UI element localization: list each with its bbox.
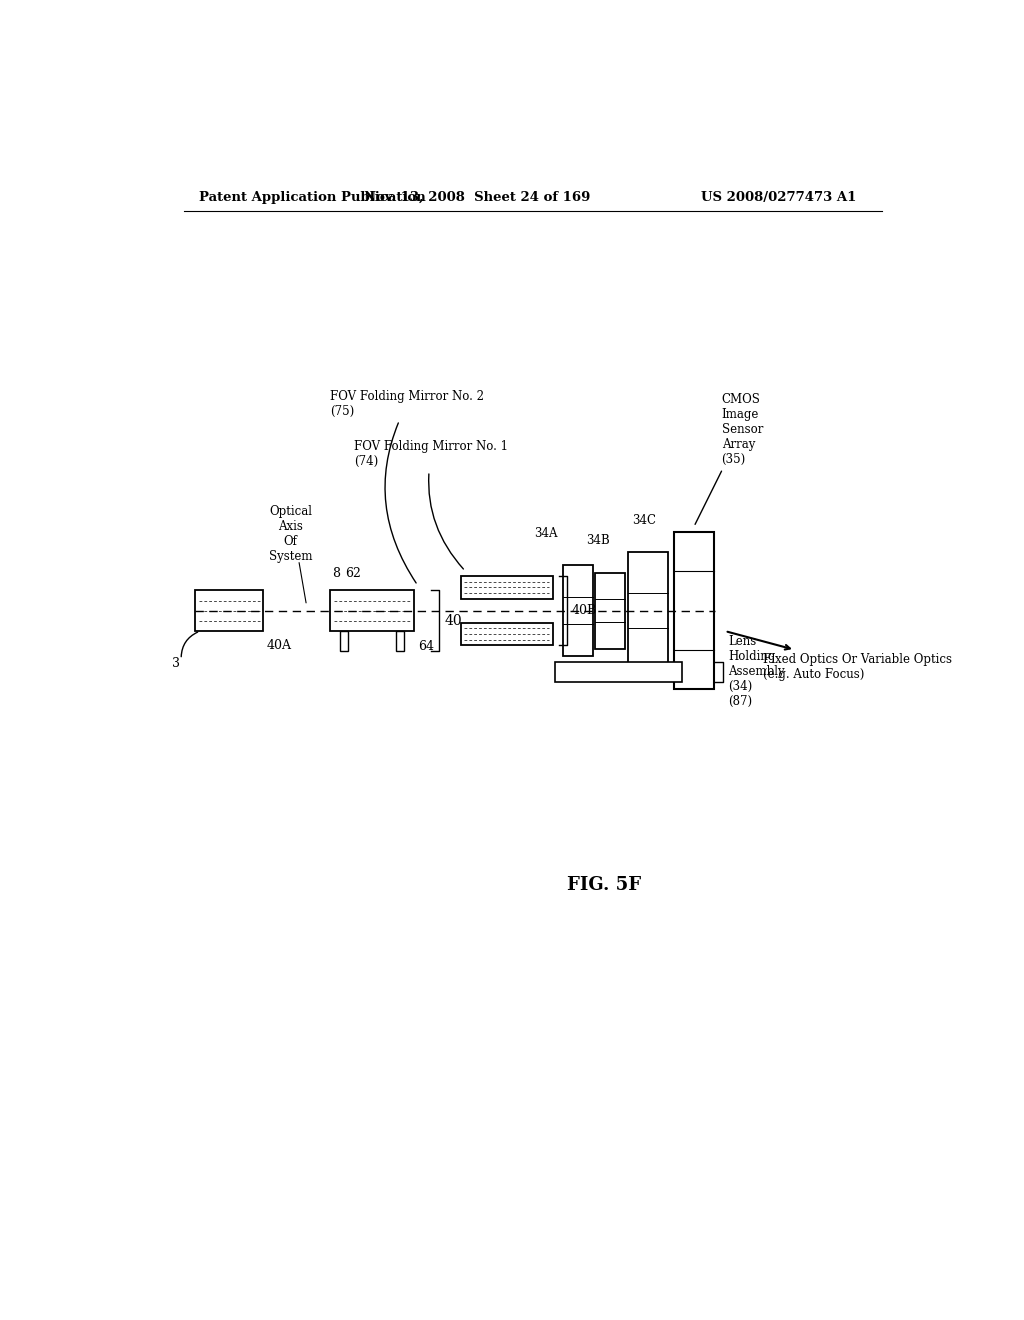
Text: Optical
Axis
Of
System: Optical Axis Of System — [269, 506, 312, 564]
Bar — [396, 631, 404, 651]
Bar — [461, 623, 553, 645]
Bar — [461, 576, 553, 598]
Text: 64: 64 — [418, 640, 434, 653]
Text: 40A: 40A — [267, 639, 292, 652]
Text: Fixed Optics Or Variable Optics
(e.g. Auto Focus): Fixed Optics Or Variable Optics (e.g. Au… — [727, 632, 952, 681]
Text: FIG. 5F: FIG. 5F — [567, 876, 641, 894]
Text: US 2008/0277473 A1: US 2008/0277473 A1 — [701, 190, 856, 203]
Text: 8: 8 — [332, 568, 340, 581]
Bar — [674, 532, 714, 689]
Text: 34C: 34C — [632, 513, 655, 527]
Bar — [595, 573, 625, 649]
Text: Patent Application Publication: Patent Application Publication — [200, 190, 426, 203]
Text: 40B: 40B — [571, 605, 597, 618]
Text: Nov. 13, 2008  Sheet 24 of 169: Nov. 13, 2008 Sheet 24 of 169 — [364, 190, 591, 203]
Bar — [340, 631, 348, 651]
Bar — [331, 590, 414, 631]
Bar — [555, 661, 682, 682]
Text: 62: 62 — [345, 568, 360, 581]
Text: 3: 3 — [172, 657, 180, 671]
Text: CMOS
Image
Sensor
Array
(35): CMOS Image Sensor Array (35) — [695, 393, 763, 524]
Bar — [628, 552, 668, 669]
Text: 34B: 34B — [586, 535, 609, 548]
Text: FOV Folding Mirror No. 1
(74): FOV Folding Mirror No. 1 (74) — [354, 441, 508, 569]
Text: 40: 40 — [444, 614, 462, 628]
Bar — [196, 590, 263, 631]
Text: Lens
Holding
Assembly
(34)
(87): Lens Holding Assembly (34) (87) — [728, 635, 784, 709]
Text: 34A: 34A — [535, 527, 558, 540]
Text: FOV Folding Mirror No. 2
(75): FOV Folding Mirror No. 2 (75) — [331, 389, 484, 583]
Bar — [563, 565, 593, 656]
